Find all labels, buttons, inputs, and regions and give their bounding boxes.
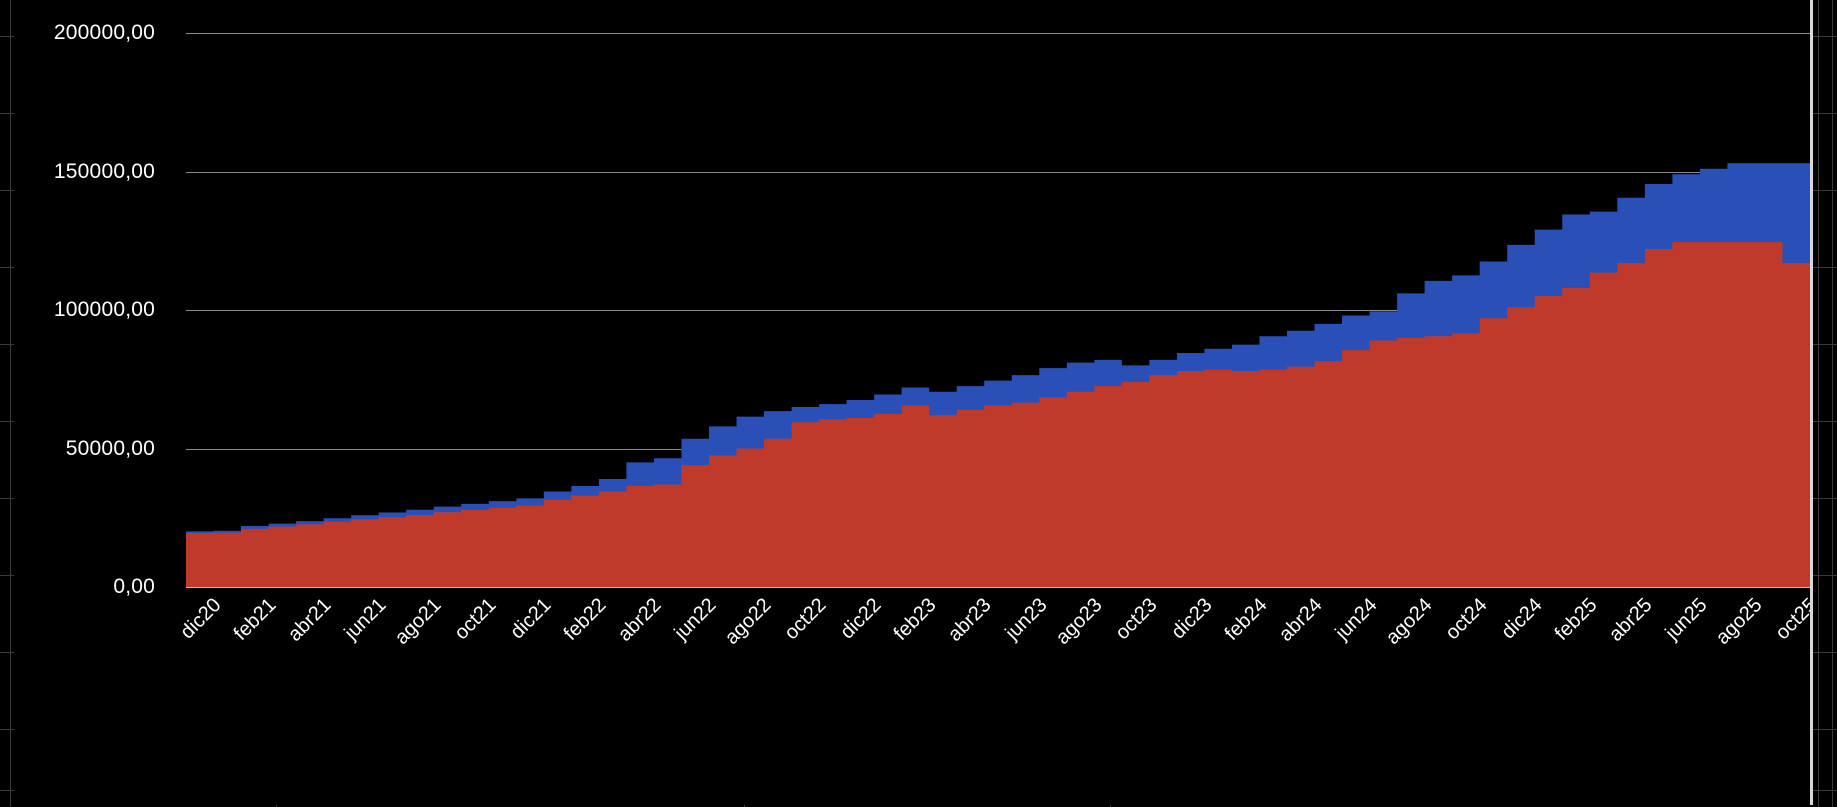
plot-wrapper: 200000,00 150000,00 100000,00 50000,00 0,00 … [14, 0, 1810, 805]
x-tick-label: oct24 [1441, 594, 1492, 645]
gridline-200000 [186, 33, 1810, 34]
plot-area [186, 33, 1810, 587]
x-tick-label: dic23 [1166, 594, 1217, 644]
x-tick-label: feb25 [1550, 594, 1602, 645]
gridline-100000 [186, 310, 1810, 311]
x-tick-label: ago23 [1051, 594, 1107, 649]
x-tick-label: abr22 [613, 594, 666, 646]
x-tick-label: jun25 [1661, 594, 1712, 645]
gridline-0 [186, 587, 1810, 588]
y-tick-label: 50000,00 [65, 436, 155, 460]
gridline-150000 [186, 171, 1810, 173]
y-tick-label: 150000,00 [53, 159, 155, 183]
x-tick-label: abr24 [1274, 594, 1327, 646]
x-tick-label: jun24 [1331, 594, 1382, 645]
x-tick-label: oct21 [450, 594, 501, 645]
x-tick-label: dic20 [175, 594, 226, 644]
x-tick-label: feb21 [229, 594, 281, 645]
x-tick-label: feb23 [890, 594, 941, 645]
x-tick-label: oct23 [1111, 594, 1162, 645]
x-tick-label: ago22 [720, 594, 776, 649]
x-tick-label: feb24 [1220, 594, 1272, 645]
x-tick-label: jun22 [670, 594, 721, 645]
sheet-column-divider [10, 0, 11, 807]
x-tick-label: dic21 [506, 594, 556, 644]
x-tick-label: oct22 [780, 594, 831, 645]
chart-object[interactable]: 200000,00 150000,00 100000,00 50000,00 0,00 … [14, 0, 1813, 805]
series-svg [186, 163, 1810, 587]
x-axis-tick-labels: dic20 feb21 abr21 jun21 ago21 oct21 dic21 feb22… [176, 594, 1813, 704]
x-tick-label: ago25 [1711, 594, 1767, 649]
x-tick-label: jun21 [340, 594, 391, 645]
sheet-column-divider [1832, 0, 1833, 807]
x-tick-label: dic24 [1497, 594, 1547, 644]
x-tick-label: dic22 [836, 594, 886, 644]
y-tick-label: 0,00 [113, 575, 155, 598]
y-tick-label: 200000,00 [53, 21, 155, 44]
sheet-column-divider [1818, 0, 1819, 807]
x-tick-label: ago24 [1381, 594, 1437, 649]
x-tick-label: feb22 [559, 594, 611, 645]
x-tick-label: abr21 [283, 594, 336, 646]
area-series-1 [186, 242, 1810, 587]
x-tick-label: abr25 [1604, 594, 1657, 646]
x-tick-label: ago21 [390, 594, 446, 649]
y-tick-label: 100000,00 [53, 298, 155, 321]
x-tick-label: oct25 [1771, 594, 1813, 645]
x-tick-label: jun23 [1000, 594, 1052, 645]
x-tick-label: abr23 [944, 594, 997, 646]
